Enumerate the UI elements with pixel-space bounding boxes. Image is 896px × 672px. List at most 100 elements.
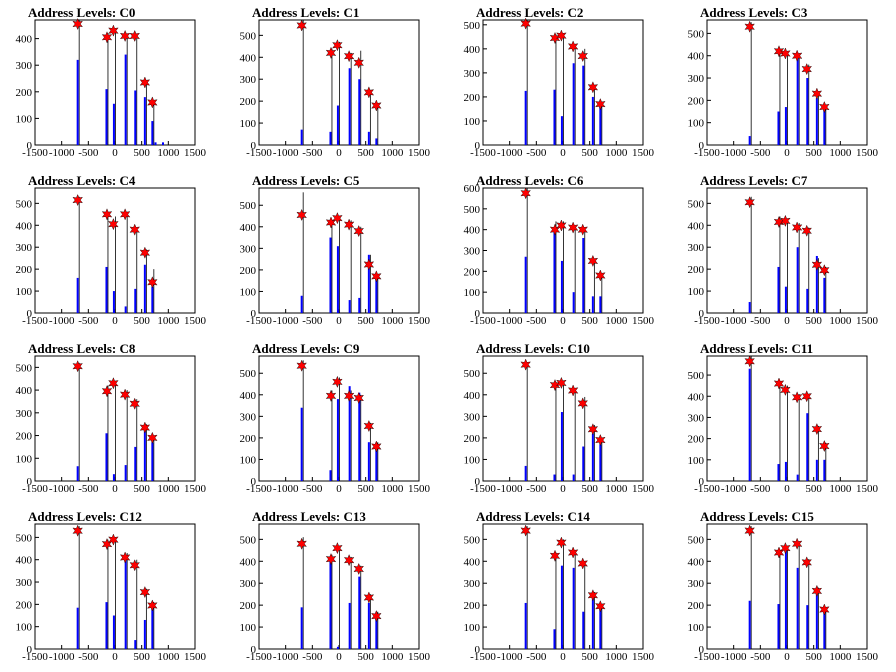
x-tick-label: 0 — [336, 651, 342, 663]
data-bar — [329, 237, 332, 313]
x-tick-label: 0 — [560, 147, 566, 159]
data-marker — [556, 536, 567, 549]
data-marker — [549, 549, 561, 562]
data-marker — [819, 440, 830, 453]
chart-panel: Address Levels: C11 100 200 300 400 500 0 -1500… — [672, 336, 896, 504]
x-tick-label: 500 — [357, 483, 374, 495]
data-marker — [363, 86, 375, 99]
data-bar — [336, 399, 339, 481]
data-marker — [587, 81, 599, 94]
data-bar — [582, 611, 585, 649]
data-marker — [371, 99, 382, 112]
chart-title: Address Levels: C2 — [476, 5, 584, 20]
data-bar — [134, 90, 137, 145]
data-marker — [556, 29, 567, 42]
x-tick-label: 1000 — [157, 651, 180, 663]
x-tick-label: 500 — [133, 483, 150, 495]
data-marker — [139, 246, 151, 259]
data-marker — [371, 610, 382, 623]
chart-title: Address Levels: C13 — [252, 509, 366, 524]
data-bar — [348, 68, 351, 145]
x-tick-label: 0 — [784, 651, 790, 663]
x-tick-label: 500 — [581, 651, 598, 663]
chart-title: Address Levels: C0 — [28, 5, 136, 20]
data-bar — [358, 297, 361, 313]
chart-title: Address Levels: C5 — [252, 173, 360, 188]
x-tick-label: 1500 — [632, 315, 655, 327]
data-marker — [72, 17, 83, 31]
data-bar — [572, 292, 575, 313]
y-tick-label: 300 — [688, 412, 705, 424]
data-bar — [300, 607, 303, 649]
data-bar — [784, 286, 787, 313]
data-bar — [777, 464, 780, 481]
data-marker — [773, 45, 785, 58]
data-bar — [105, 89, 108, 145]
data-bar — [154, 142, 157, 145]
y-tick-label: 400 — [688, 556, 705, 568]
data-bar — [151, 121, 154, 145]
x-tick-label: 1000 — [605, 483, 628, 495]
x-tick-label: 1000 — [157, 147, 180, 159]
x-tick-label: -1000 — [497, 651, 523, 663]
data-bar — [134, 288, 137, 313]
data-bar — [815, 587, 818, 649]
y-tick-label: 100 — [464, 622, 481, 634]
data-marker — [801, 63, 812, 76]
x-tick-label: 1500 — [184, 147, 207, 159]
data-marker — [147, 599, 158, 612]
x-tick-label: 1500 — [184, 651, 207, 663]
y-tick-label: 300 — [688, 242, 705, 254]
chart-panel: Address Levels: C0 100 200 300 400 0 -1500 -100… — [0, 0, 224, 168]
data-bar — [796, 474, 799, 481]
y-tick-label: 0 — [27, 308, 33, 320]
x-tick-label: 0 — [560, 651, 566, 663]
data-marker — [577, 223, 588, 236]
data-bar — [124, 306, 127, 313]
data-bar — [76, 59, 79, 145]
y-tick-label: 300 — [240, 411, 257, 423]
y-tick-label: 300 — [688, 73, 705, 85]
x-tick-label: 0 — [336, 147, 342, 159]
data-bar — [124, 54, 127, 146]
x-tick-label: 1000 — [605, 651, 628, 663]
chart-title: Address Levels: C10 — [476, 341, 590, 356]
y-tick-label: 0 — [699, 308, 705, 320]
x-tick-label: 500 — [357, 651, 374, 663]
data-bar — [784, 461, 787, 481]
x-tick-label: 0 — [112, 651, 118, 663]
data-bar — [124, 465, 127, 481]
data-marker — [72, 524, 83, 537]
plot-frame — [482, 187, 644, 314]
y-tick-label: 100 — [16, 286, 33, 298]
y-tick-label: 200 — [240, 433, 257, 445]
y-tick-label: 0 — [251, 308, 257, 320]
data-marker — [520, 187, 531, 200]
y-tick-label: 400 — [240, 556, 257, 568]
y-tick-label: 0 — [475, 308, 481, 320]
y-tick-label: 500 — [464, 204, 481, 216]
data-marker — [72, 360, 83, 373]
y-tick-label: 400 — [688, 220, 705, 232]
y-tick-label: 100 — [240, 454, 257, 466]
plot-frame — [258, 187, 420, 314]
plot-frame — [34, 355, 196, 482]
chart-title: Address Levels: C8 — [28, 341, 136, 356]
data-bar — [375, 138, 378, 145]
data-marker — [577, 50, 588, 63]
y-tick-label: 300 — [16, 577, 33, 589]
data-bar — [599, 609, 602, 649]
data-bar — [367, 602, 370, 649]
data-bar — [151, 442, 154, 481]
data-marker — [353, 56, 364, 69]
x-tick-label: 500 — [805, 651, 822, 663]
chart-panel: Address Levels: C9 100 200 300 400 500 0 -1500-… — [224, 336, 448, 504]
x-tick-label: 500 — [357, 147, 374, 159]
x-tick-label: 1500 — [856, 147, 879, 159]
x-tick-label: -1500 — [22, 315, 48, 327]
data-bar — [112, 291, 115, 313]
x-tick-label: 1000 — [381, 315, 404, 327]
y-tick-label: 500 — [240, 200, 257, 212]
y-tick-label: 300 — [464, 411, 481, 423]
